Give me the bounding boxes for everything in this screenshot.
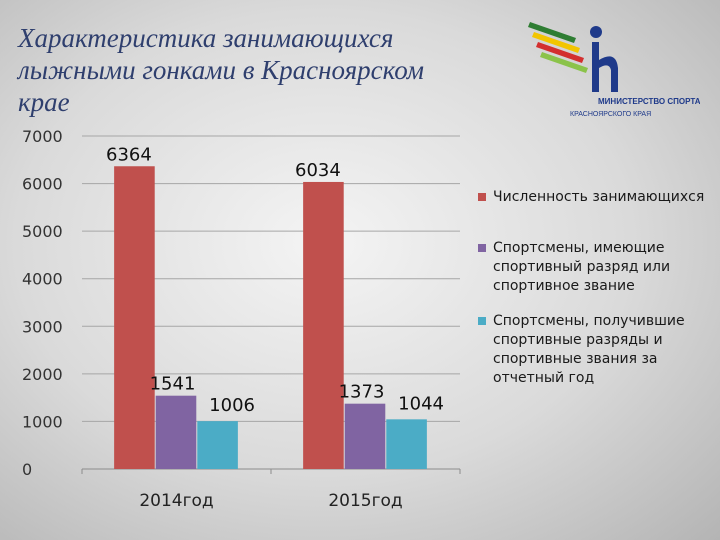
y-tick-label: 3000 (22, 317, 63, 336)
y-tick-label: 6000 (22, 175, 63, 194)
slide-title: Характеристика занимающихся лыжными гонк… (18, 23, 424, 117)
legend-swatch (478, 317, 486, 325)
y-tick-label: 2000 (22, 365, 63, 384)
y-tick-label: 5000 (22, 222, 63, 241)
chart-legend: Численность занимающихся Спортсмены, имею… (478, 188, 708, 388)
legend-label: Спортсмены, имеющие спортивный разряд ил… (493, 240, 671, 294)
x-tick-label: 2014год (139, 491, 213, 511)
legend-swatch (478, 244, 486, 252)
data-label: 1541 (150, 374, 196, 395)
data-label: 1373 (339, 382, 385, 403)
bar (197, 421, 238, 469)
data-label: 6364 (106, 144, 152, 165)
y-tick-label: 0 (22, 460, 32, 479)
y-axis: 0 1000 2000 3000 4000 5000 6000 7000 (22, 127, 63, 479)
logo-flag-icon (528, 22, 588, 73)
x-tick-label: 2015год (328, 491, 402, 511)
bar (344, 403, 386, 469)
bar (155, 395, 197, 469)
ministry-logo: МИНИСТЕРСТВО СПОРТА КРАСНОЯРСКОГО КРАЯ (528, 22, 700, 118)
data-labels: 6364 6034 1541 1373 1006 1044 (106, 144, 444, 416)
legend-label: Спортсмены, получившие спортивные разряд… (493, 313, 685, 386)
bars (114, 166, 427, 470)
y-tick-label: 4000 (22, 270, 63, 289)
logo-figure-icon (590, 26, 618, 92)
bar (114, 166, 155, 469)
legend-item: Спортсмены, получившие спортивные разряд… (478, 312, 708, 388)
x-axis: 2014год 2015год (81, 468, 461, 511)
data-label: 1006 (209, 395, 255, 416)
data-label: 6034 (295, 160, 341, 181)
y-tick-label: 7000 (22, 127, 63, 146)
legend-label: Численность занимающихся (493, 189, 705, 205)
logo-text-line1: МИНИСТЕРСТВО СПОРТА (598, 97, 700, 106)
y-tick-label: 1000 (22, 412, 63, 431)
legend-item: Численность занимающихся (478, 188, 708, 207)
legend-swatch (478, 193, 486, 201)
bar (386, 419, 427, 469)
data-label: 1044 (398, 393, 444, 414)
legend-item: Спортсмены, имеющие спортивный разряд ил… (478, 239, 708, 296)
logo-text-line2: КРАСНОЯРСКОГО КРАЯ (570, 111, 651, 118)
bar (303, 181, 344, 470)
